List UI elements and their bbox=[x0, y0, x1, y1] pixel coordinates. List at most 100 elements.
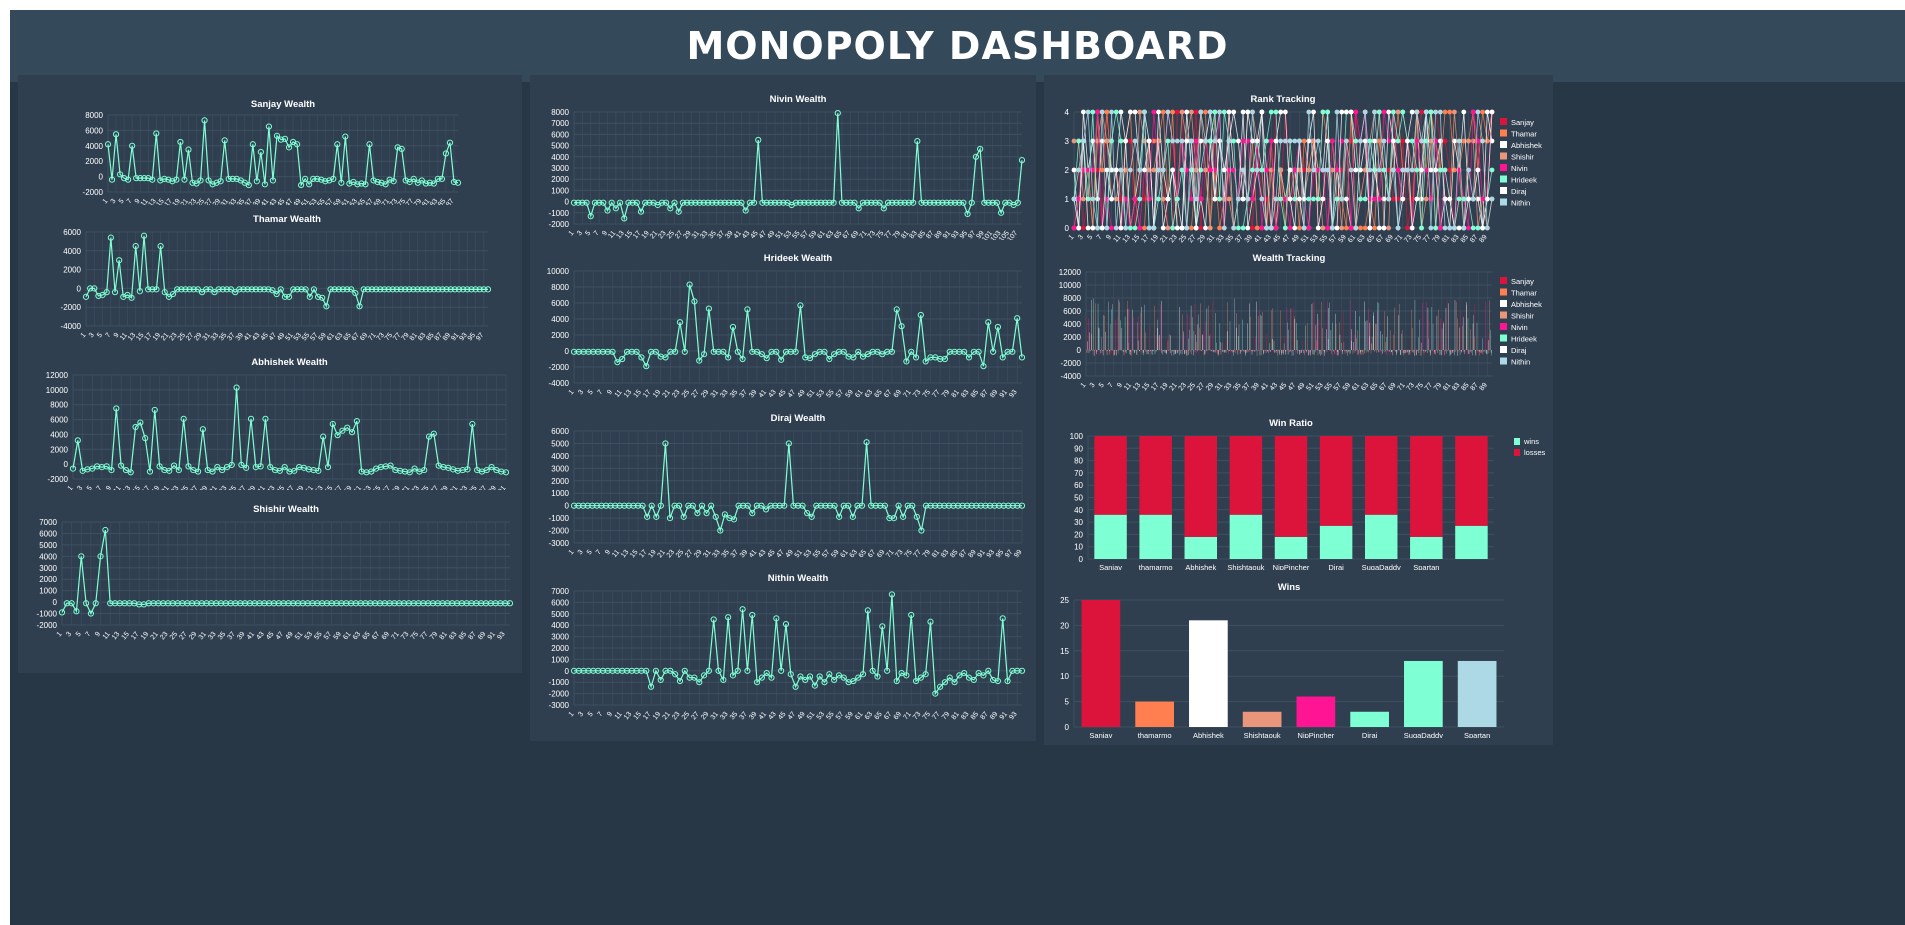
x-tick-label: 63 bbox=[349, 198, 359, 205]
rank-point bbox=[1099, 109, 1105, 115]
data-point bbox=[442, 150, 450, 157]
data-point bbox=[331, 286, 338, 293]
y-tick-label: 8000 bbox=[1063, 294, 1081, 303]
data-point bbox=[734, 199, 741, 206]
x-tick-label: 31 bbox=[691, 230, 701, 240]
x-tick-label: 43 bbox=[767, 389, 777, 400]
data-point bbox=[900, 513, 907, 520]
x-tick-label: 81 bbox=[409, 332, 419, 343]
x-tick-label: 71 bbox=[1394, 234, 1404, 243]
data-point bbox=[219, 466, 226, 474]
x-tick-label: 37 bbox=[739, 711, 749, 722]
rank-point bbox=[1142, 225, 1147, 231]
x-tick-label: 93 bbox=[496, 631, 506, 642]
data-point bbox=[720, 676, 727, 684]
rank-point bbox=[1489, 196, 1495, 202]
rank-point bbox=[1278, 109, 1284, 115]
rank-point bbox=[1189, 109, 1194, 115]
x-tick-label: 85 bbox=[458, 631, 468, 642]
data-point bbox=[840, 674, 847, 681]
data-point bbox=[730, 516, 738, 523]
rank-point bbox=[1132, 225, 1138, 231]
x-tick-label: 89 bbox=[488, 485, 498, 490]
rank-point bbox=[1240, 109, 1246, 115]
x-tick-label: 17 bbox=[642, 711, 652, 722]
x-tick-label: 13 bbox=[623, 711, 633, 722]
x-tick-label: 89 bbox=[989, 389, 999, 400]
y-tick-label: 40 bbox=[1074, 506, 1083, 515]
data-point bbox=[744, 502, 751, 509]
y-tick-label: 5000 bbox=[551, 439, 569, 448]
rank-point bbox=[1118, 138, 1124, 144]
x-tick-label: 55 bbox=[316, 198, 326, 205]
x-tick-label: 63 bbox=[1356, 234, 1366, 243]
y-tick-label: 0 bbox=[565, 347, 570, 356]
data-point bbox=[629, 199, 636, 206]
x-tick-label: 59 bbox=[332, 198, 342, 205]
data-point bbox=[884, 667, 891, 674]
data-point bbox=[189, 179, 196, 186]
data-point bbox=[128, 294, 135, 301]
data-point bbox=[888, 348, 896, 355]
data-point bbox=[118, 462, 125, 469]
y-tick-label: 4000 bbox=[551, 153, 569, 162]
rank-point bbox=[1353, 167, 1359, 173]
rank-point bbox=[1250, 109, 1255, 115]
data-point bbox=[68, 600, 75, 607]
rank-point bbox=[1273, 109, 1279, 115]
data-point bbox=[981, 199, 988, 206]
x-tick-label: 53 bbox=[293, 332, 303, 343]
data-point bbox=[330, 175, 337, 183]
x-tick-label: 43 bbox=[251, 332, 261, 343]
y-tick-label: 10000 bbox=[547, 267, 570, 276]
data-point bbox=[194, 286, 201, 293]
data-point bbox=[612, 502, 619, 509]
rank-point bbox=[1442, 196, 1448, 202]
data-point bbox=[476, 286, 483, 293]
data-point bbox=[434, 175, 441, 183]
data-point bbox=[411, 465, 418, 472]
data-point bbox=[335, 286, 342, 293]
x-tick-label: 73 bbox=[894, 549, 904, 560]
data-point bbox=[431, 286, 438, 293]
data-point bbox=[801, 199, 808, 206]
data-point bbox=[1004, 677, 1011, 685]
x-tick-label: 11 bbox=[607, 230, 617, 240]
data-point bbox=[378, 179, 385, 186]
rank-point bbox=[1212, 109, 1218, 115]
rank-point bbox=[1386, 196, 1392, 202]
diraj-wealth-chart: Diraj Wealth-3000-2000-10000100020003000… bbox=[549, 413, 1026, 560]
x-tick-label: 31 bbox=[208, 485, 218, 490]
x-tick-label: 23 bbox=[1178, 382, 1188, 393]
x-tick-label: 15 bbox=[633, 711, 643, 722]
x-tick-label: 105 bbox=[998, 230, 1011, 240]
rank-point bbox=[1085, 109, 1091, 115]
rank-point bbox=[1405, 167, 1410, 173]
x-tick-label: 41 bbox=[758, 711, 768, 722]
rank-point bbox=[1118, 225, 1124, 231]
x-tick-label: 49 bbox=[276, 332, 286, 343]
x-tick-label: 95 bbox=[959, 230, 969, 240]
x-tick-label: 107 bbox=[1006, 230, 1019, 240]
x-tick-label: 1 bbox=[1068, 234, 1076, 242]
x-tick-label: 45 bbox=[766, 549, 776, 560]
x-tick-label: 83 bbox=[960, 389, 970, 400]
x-tick-label: 47 bbox=[268, 332, 278, 343]
data-point bbox=[993, 199, 1000, 206]
x-tick-label: 79 bbox=[429, 631, 439, 642]
data-point bbox=[580, 502, 587, 509]
data-point bbox=[961, 348, 968, 355]
rank-point bbox=[1245, 196, 1251, 202]
loss-bar bbox=[1229, 436, 1263, 515]
data-point bbox=[657, 502, 664, 509]
data-point bbox=[228, 461, 235, 468]
x-tick-label: 35 bbox=[708, 230, 718, 240]
data-point bbox=[811, 351, 818, 358]
legend-swatch bbox=[1514, 438, 1520, 445]
y-tick-label: 3000 bbox=[551, 164, 569, 173]
rank-point bbox=[1447, 225, 1453, 231]
data-point bbox=[464, 466, 471, 473]
y-tick-label: 8000 bbox=[85, 111, 103, 120]
data-point bbox=[951, 679, 958, 686]
